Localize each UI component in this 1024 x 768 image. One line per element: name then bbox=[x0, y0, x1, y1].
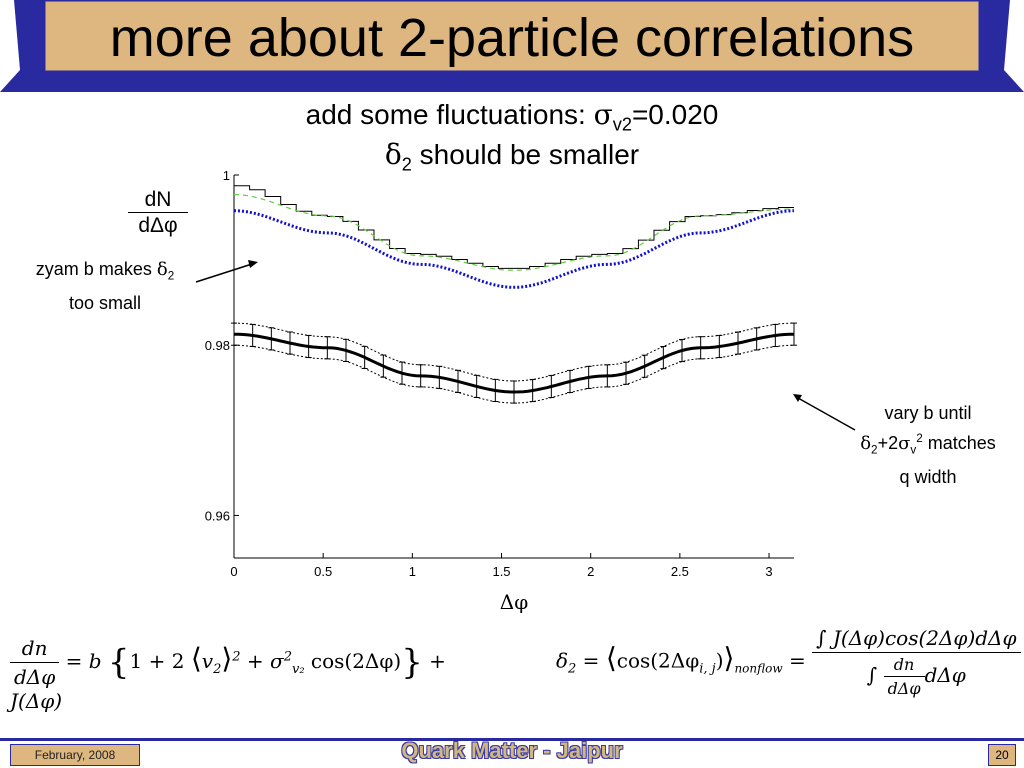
subtitle-line2: δ2 should be smaller bbox=[0, 138, 1024, 182]
y-tick-label: 0.96 bbox=[205, 508, 230, 523]
formula1-v2-sub: 2 bbox=[213, 662, 222, 677]
formula2-bot-den: dΔφ bbox=[887, 679, 921, 698]
formula2-bot-tail: dΔφ bbox=[924, 663, 966, 687]
x-tick-label: 0 bbox=[230, 564, 237, 579]
annotation-vary-sigma: σ bbox=[898, 433, 911, 454]
formula2-fraction: ∫ J(Δφ)cos(2Δφ)dΔφ ∫ dn dΔφ dΔφ bbox=[812, 626, 1021, 698]
formula1-sigma-sup: 2 bbox=[283, 649, 292, 665]
formula2-bot-int: ∫ bbox=[866, 663, 878, 687]
formula1-lbrace: { bbox=[107, 642, 130, 683]
x-tick-label: 3 bbox=[765, 564, 772, 579]
formula1-plus-sigma: + σ bbox=[240, 649, 284, 673]
annotation-vary-b: vary b until δ2+2σv2 matches q width bbox=[828, 400, 1024, 490]
y-tick-label: 0.98 bbox=[205, 338, 230, 353]
formula1-sq: 2 bbox=[232, 649, 241, 665]
y-axis-label-denominator: dΔφ bbox=[138, 214, 178, 237]
x-axis-label: Δφ bbox=[500, 590, 528, 614]
formula2-top: ∫ J(Δφ)cos(2Δφ)dΔφ bbox=[812, 626, 1021, 653]
annotation-vary-matches: matches bbox=[922, 433, 996, 453]
annotation-zyam-line1: zyam b makes bbox=[35, 259, 157, 279]
formula-delta2: δ2 = ⟨cos(2Δφi, j)⟩nonflow = ∫ J(Δφ)cos(… bbox=[556, 626, 1021, 698]
subtitle-line1: add some fluctuations: σv2=0.020 bbox=[0, 98, 1024, 142]
formula1-v2: v bbox=[201, 649, 214, 673]
annotation-vary-sup: 2 bbox=[916, 432, 923, 445]
y-axis-label: dN dΔφ bbox=[128, 188, 188, 239]
x-tick-label: 1 bbox=[409, 564, 416, 579]
annotation-vary-line3: q width bbox=[899, 466, 957, 487]
series-green-dashed bbox=[233, 194, 795, 271]
formula2-delta-sub: 2 bbox=[568, 661, 577, 677]
formula2-delta: δ bbox=[556, 648, 569, 673]
formula1-den: dΔφ bbox=[14, 665, 56, 689]
chart-ticks: 0 0.5 1 1.5 2 2.5 3 0.96 0.98 1 bbox=[205, 168, 773, 579]
formula2-bottom: ∫ dn dΔφ dΔφ bbox=[812, 653, 1020, 698]
chart-axes bbox=[233, 175, 794, 559]
chart-series bbox=[231, 185, 797, 404]
formula1-eq-b: = b bbox=[59, 649, 102, 673]
formula2-eq2: = bbox=[782, 648, 813, 673]
right-arrow bbox=[793, 394, 856, 431]
x-tick-label: 2.5 bbox=[671, 564, 689, 579]
subtitle-text: add some fluctuations: bbox=[305, 99, 594, 130]
series-thick-line bbox=[234, 332, 794, 394]
title-banner bbox=[0, 0, 1024, 95]
annotation-zyam-sub: 2 bbox=[167, 269, 175, 283]
formula-distribution: dn dΔφ = b {1 + 2 ⟨v2⟩2 + σ2v₂ cos(2Δφ)}… bbox=[10, 636, 446, 713]
series-blue-dotted bbox=[233, 209, 795, 289]
annotation-vary-plus: +2 bbox=[877, 433, 899, 453]
formula2-eq: = bbox=[576, 648, 606, 673]
footer-page-number: 20 bbox=[988, 744, 1016, 766]
formula2-nonflow: nonflow bbox=[734, 661, 783, 676]
series-error-band-upper bbox=[233, 322, 795, 382]
formula1-cos: cos(2Δφ) bbox=[310, 649, 402, 673]
formula1-num: dn bbox=[10, 636, 60, 663]
formula2-cos-sub: i, j bbox=[699, 661, 716, 677]
left-arrow bbox=[195, 260, 258, 283]
annotation-vary-line1: vary b until bbox=[884, 403, 972, 423]
annotation-zyam-line2: too small bbox=[68, 292, 142, 313]
formula2-bot-num: dn bbox=[883, 655, 925, 677]
annotation-vary-sub-v: v bbox=[910, 443, 917, 457]
formula1-rbrace: } bbox=[401, 642, 423, 683]
sigma-subscript: v2 bbox=[612, 114, 632, 135]
formula1-one: 1 + 2 bbox=[129, 649, 185, 673]
annotation-zyam: zyam b makes δ2 too small bbox=[10, 256, 200, 316]
footer-line bbox=[0, 738, 1024, 741]
delta-symbol: δ bbox=[384, 138, 402, 171]
formula1-fraction: dn dΔφ bbox=[10, 636, 60, 689]
series-histogram bbox=[234, 185, 794, 269]
annotation-vary-delta: δ bbox=[860, 433, 872, 454]
formula1-sigma-sub: v₂ bbox=[291, 662, 305, 677]
y-axis-label-numerator: dN bbox=[128, 188, 188, 213]
annotation-vary-sub: 2 bbox=[871, 443, 878, 457]
delta-subscript: 2 bbox=[401, 154, 412, 175]
formula2-cos: cos(2Δφ bbox=[616, 648, 700, 673]
annotation-zyam-delta: δ bbox=[156, 259, 168, 280]
sigma-symbol: σ bbox=[593, 98, 613, 131]
footer-date: February, 2008 bbox=[10, 744, 140, 766]
subtitle-line2-text: should be smaller bbox=[411, 139, 640, 170]
x-tick-label: 1.5 bbox=[492, 564, 510, 579]
x-tick-label: 0.5 bbox=[314, 564, 332, 579]
slide-title: more about 2-particle correlations bbox=[109, 8, 915, 68]
x-tick-label: 2 bbox=[587, 564, 594, 579]
formula2-close: ) bbox=[715, 648, 724, 673]
y-tick-label: 1 bbox=[223, 168, 230, 183]
formula1-plus-j: + J(Δφ) bbox=[10, 649, 446, 713]
sigma-value: =0.020 bbox=[631, 99, 719, 130]
footer-title: Quark Matter - Jaipur bbox=[401, 738, 623, 763]
